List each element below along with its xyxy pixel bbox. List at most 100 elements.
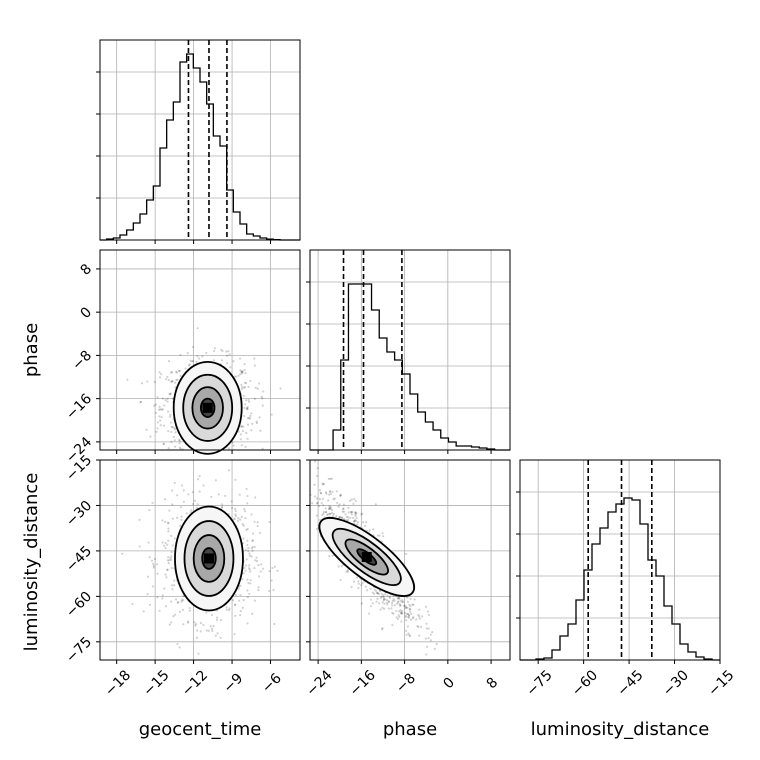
scatter-point [231,599,235,602]
scatter-point [242,394,246,398]
scatter-point [424,637,427,640]
scatter-point [400,620,403,623]
scatter-point [170,534,173,537]
scatter-point [408,608,411,611]
scatter-point [417,615,421,618]
panel-frame [309,459,511,661]
scatter-point [139,401,142,404]
scatter-point [311,502,314,505]
scatter-point [350,513,353,516]
scatter-point [261,397,264,400]
scatter-point [354,513,357,516]
scatter-point [329,477,332,480]
scatter-point [234,507,237,510]
scatter-point [240,387,243,391]
scatter-point [174,431,177,434]
scatter-point [249,579,252,582]
scatter-point [241,372,244,375]
scatter-point [242,572,245,575]
scatter-point [219,636,222,639]
scatter-point [171,588,174,591]
scatter-point [384,598,387,601]
scatter-point [138,518,141,521]
scatter-point [424,605,428,608]
scatter-point [352,516,355,520]
scatter-point [146,380,149,383]
scatter-point [156,396,159,399]
scatter-point [258,416,261,419]
scatter-point [345,515,348,518]
scatter-point [176,642,179,646]
scatter-point [397,596,400,600]
scatter-point [223,451,225,453]
scatter-point [371,602,374,605]
scatter-point [161,541,164,544]
scatter-point [199,630,202,633]
scatter-point [401,601,404,604]
tick-label-x-geocent_time: −18 [102,667,134,699]
tick-label-y-luminosity_distance: −75 [63,634,95,666]
scatter-point [228,353,231,356]
scatter-point [232,518,235,521]
tick-label-x-luminosity_distance: −45 [614,667,646,699]
scatter-point [246,407,249,411]
scatter-point [427,627,430,630]
scatter-point [177,438,181,441]
scatter-point [164,546,167,550]
tick-label-x-phase: −16 [347,667,379,699]
scatter-point [240,444,243,447]
scatter-point [163,404,166,407]
scatter-point [246,528,249,531]
scatter-point [340,516,344,520]
scatter-point [405,633,408,636]
scatter-point [385,599,389,602]
scatter-point [392,612,395,615]
scatter-point [172,435,175,439]
scatter-point [126,378,129,381]
scatter-point [341,510,344,513]
scatter-point [327,512,330,516]
scatter-point [406,625,410,628]
scatter-point [413,598,416,601]
scatter-point [171,503,174,506]
scatter-point [179,353,182,357]
scatter-point [401,600,405,603]
scatter-point [170,380,173,383]
scatter-point [257,589,260,592]
scatter-point [315,497,319,500]
scatter-point [405,552,408,556]
scatter-point [239,518,242,521]
scatter-point [245,528,248,531]
tick-label-x-luminosity_distance: −60 [569,667,601,699]
scatter-point [417,613,420,617]
scatter-point [196,327,199,330]
scatter-point [191,491,194,494]
scatter-point [328,490,331,494]
scatter-point [164,541,167,545]
scatter-point [398,604,402,607]
scatter-point [167,378,170,382]
scatter-point [361,512,364,515]
scatter-point [174,370,178,373]
scatter-point [354,500,357,503]
scatter-point [378,602,381,605]
scatter-point [251,549,254,552]
scatter-point [339,516,342,519]
scatter-point [398,597,401,601]
scatter-point [171,544,174,547]
scatter-point [170,425,173,429]
scatter-point [336,501,339,505]
scatter-point [147,541,150,544]
scatter-point [390,604,394,607]
scatter-point [225,354,229,357]
scatter-point [168,623,171,626]
scatter-point [255,420,258,423]
scatter-point [407,612,410,615]
scatter-point [349,499,352,502]
scatter-point [240,383,243,386]
scatter-point [352,520,356,523]
scatter-point [166,521,170,524]
scatter-point [161,597,164,600]
scatter-point [159,408,162,411]
scatter-point [172,615,175,618]
